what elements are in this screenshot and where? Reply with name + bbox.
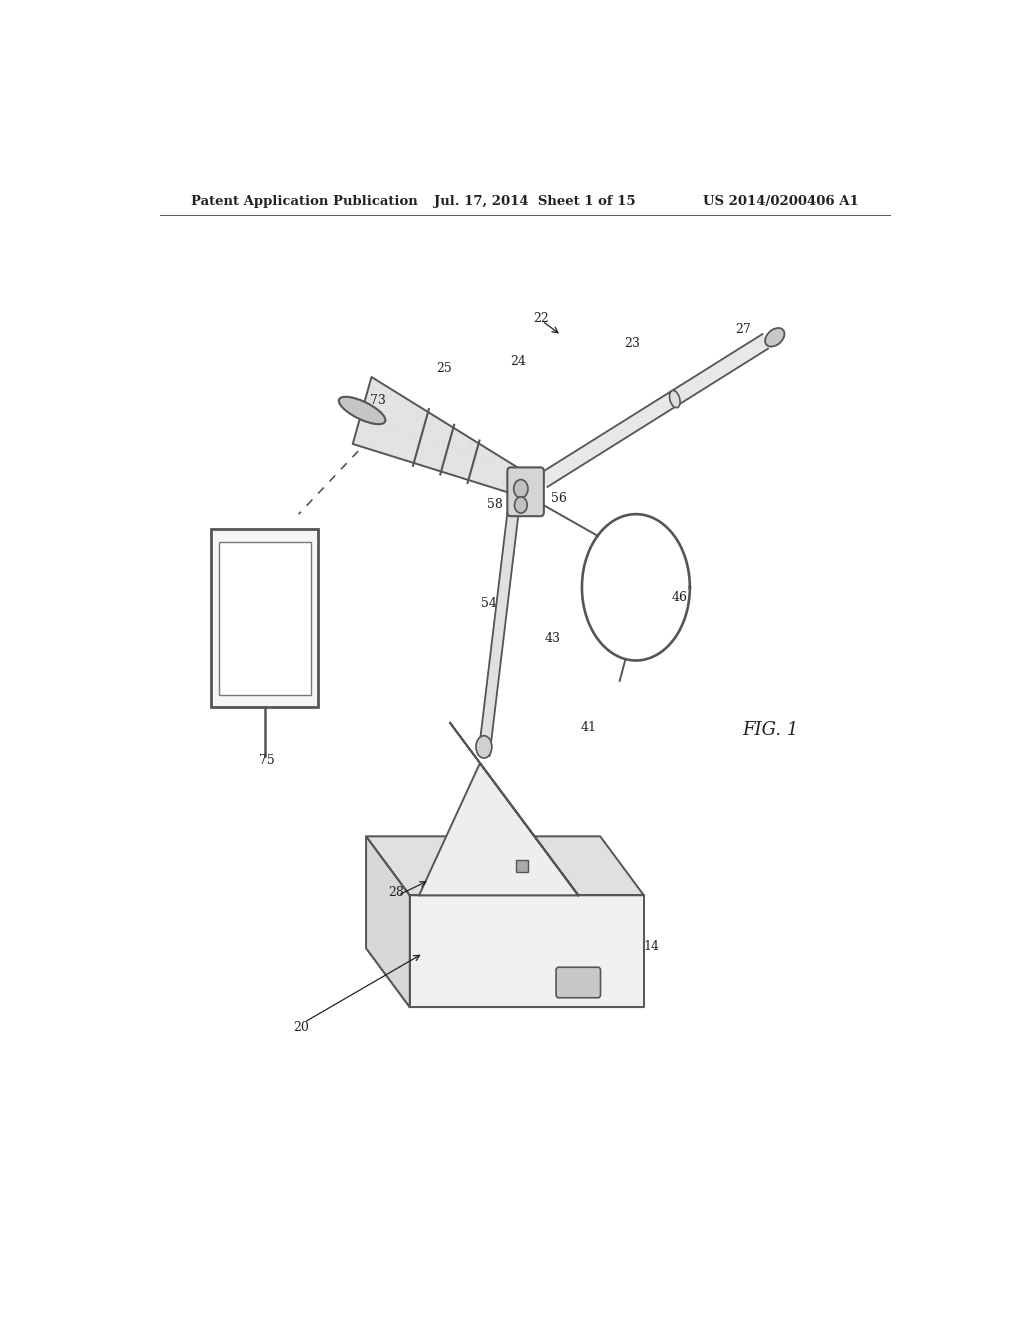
Polygon shape bbox=[542, 334, 768, 487]
Circle shape bbox=[514, 479, 528, 498]
Ellipse shape bbox=[339, 397, 385, 424]
Text: 75: 75 bbox=[259, 754, 274, 767]
Polygon shape bbox=[369, 387, 394, 451]
Text: 43: 43 bbox=[545, 632, 560, 644]
Polygon shape bbox=[360, 381, 386, 449]
Polygon shape bbox=[417, 414, 438, 466]
Polygon shape bbox=[441, 428, 461, 474]
Polygon shape bbox=[377, 391, 401, 454]
Polygon shape bbox=[450, 433, 468, 477]
Polygon shape bbox=[498, 459, 513, 491]
Text: 20: 20 bbox=[293, 1020, 309, 1034]
Text: 73: 73 bbox=[370, 393, 386, 407]
Text: US 2014/0200406 A1: US 2014/0200406 A1 bbox=[703, 194, 859, 207]
Polygon shape bbox=[478, 492, 521, 756]
Polygon shape bbox=[465, 441, 483, 482]
Text: Patent Application Publication: Patent Application Publication bbox=[191, 194, 418, 207]
Polygon shape bbox=[457, 437, 476, 479]
Polygon shape bbox=[367, 948, 644, 1007]
Polygon shape bbox=[450, 722, 579, 895]
Bar bbox=[211, 529, 318, 708]
Text: 46: 46 bbox=[672, 591, 687, 605]
Ellipse shape bbox=[765, 327, 784, 347]
Polygon shape bbox=[409, 409, 431, 465]
Text: 25: 25 bbox=[436, 362, 452, 375]
Ellipse shape bbox=[476, 735, 492, 758]
Polygon shape bbox=[419, 763, 579, 895]
Text: FIG. 1: FIG. 1 bbox=[742, 721, 799, 739]
Text: 54: 54 bbox=[481, 597, 497, 610]
Text: Jul. 17, 2014  Sheet 1 of 15: Jul. 17, 2014 Sheet 1 of 15 bbox=[433, 194, 635, 207]
Text: 24: 24 bbox=[511, 355, 526, 368]
Text: 41: 41 bbox=[581, 721, 596, 734]
Polygon shape bbox=[481, 450, 498, 487]
Text: 23: 23 bbox=[624, 337, 640, 350]
Polygon shape bbox=[489, 455, 506, 488]
Text: 56: 56 bbox=[551, 492, 567, 506]
Polygon shape bbox=[506, 465, 520, 494]
Polygon shape bbox=[385, 396, 409, 457]
Text: 58: 58 bbox=[486, 499, 503, 511]
Text: 28: 28 bbox=[388, 886, 404, 899]
Polygon shape bbox=[473, 446, 490, 484]
Polygon shape bbox=[367, 837, 644, 895]
Text: 27: 27 bbox=[735, 322, 751, 335]
Polygon shape bbox=[425, 418, 445, 469]
FancyBboxPatch shape bbox=[556, 968, 600, 998]
Polygon shape bbox=[367, 837, 410, 1007]
Bar bbox=[219, 541, 310, 696]
Text: 22: 22 bbox=[532, 313, 549, 326]
Ellipse shape bbox=[670, 391, 680, 408]
Polygon shape bbox=[410, 895, 644, 1007]
Circle shape bbox=[514, 496, 527, 513]
Bar bbox=[516, 859, 528, 873]
Text: 14: 14 bbox=[644, 940, 659, 953]
Polygon shape bbox=[433, 424, 454, 471]
Polygon shape bbox=[352, 378, 379, 446]
FancyBboxPatch shape bbox=[507, 467, 544, 516]
Polygon shape bbox=[401, 405, 424, 462]
Polygon shape bbox=[393, 400, 416, 459]
